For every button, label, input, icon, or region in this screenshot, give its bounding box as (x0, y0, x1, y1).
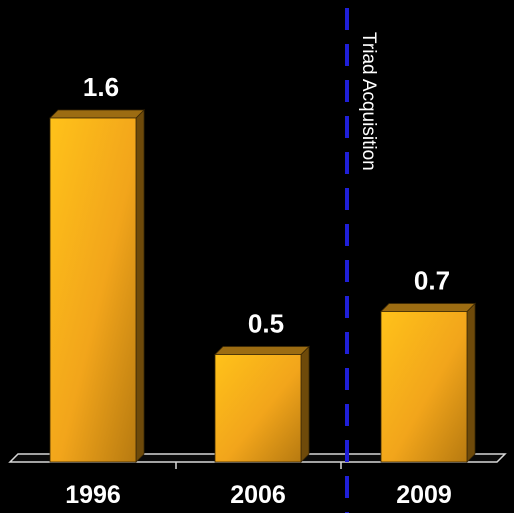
bar-value-label: 0.7 (414, 266, 450, 296)
bar-side (466, 302, 476, 463)
bar-value-label: 0.5 (248, 309, 284, 339)
value-labels: 1.6 0.5 0.7 (83, 72, 450, 339)
bar-front (214, 354, 302, 463)
bar-front (49, 117, 137, 463)
bar-value-label: 1.6 (83, 72, 119, 102)
bar-front (380, 311, 468, 463)
bar-top (49, 109, 145, 119)
bar-top (214, 346, 310, 355)
bar-2006 (214, 345, 310, 463)
bar-top (380, 303, 476, 312)
x-tick-label: 1996 (65, 481, 121, 509)
bar-side (300, 345, 310, 463)
x-axis-tick-labels: 1996 2006 2009 (65, 481, 452, 509)
bar-2009 (380, 302, 476, 463)
bar-side (135, 109, 145, 463)
x-tick-label: 2006 (230, 481, 286, 509)
x-tick-label: 2009 (396, 481, 452, 509)
bar-1996 (49, 109, 145, 463)
annotation-label: Triad Acquisition (358, 32, 379, 171)
bar-series (49, 109, 476, 463)
triad-acquisition-annotation: Triad Acquisition (345, 8, 379, 513)
